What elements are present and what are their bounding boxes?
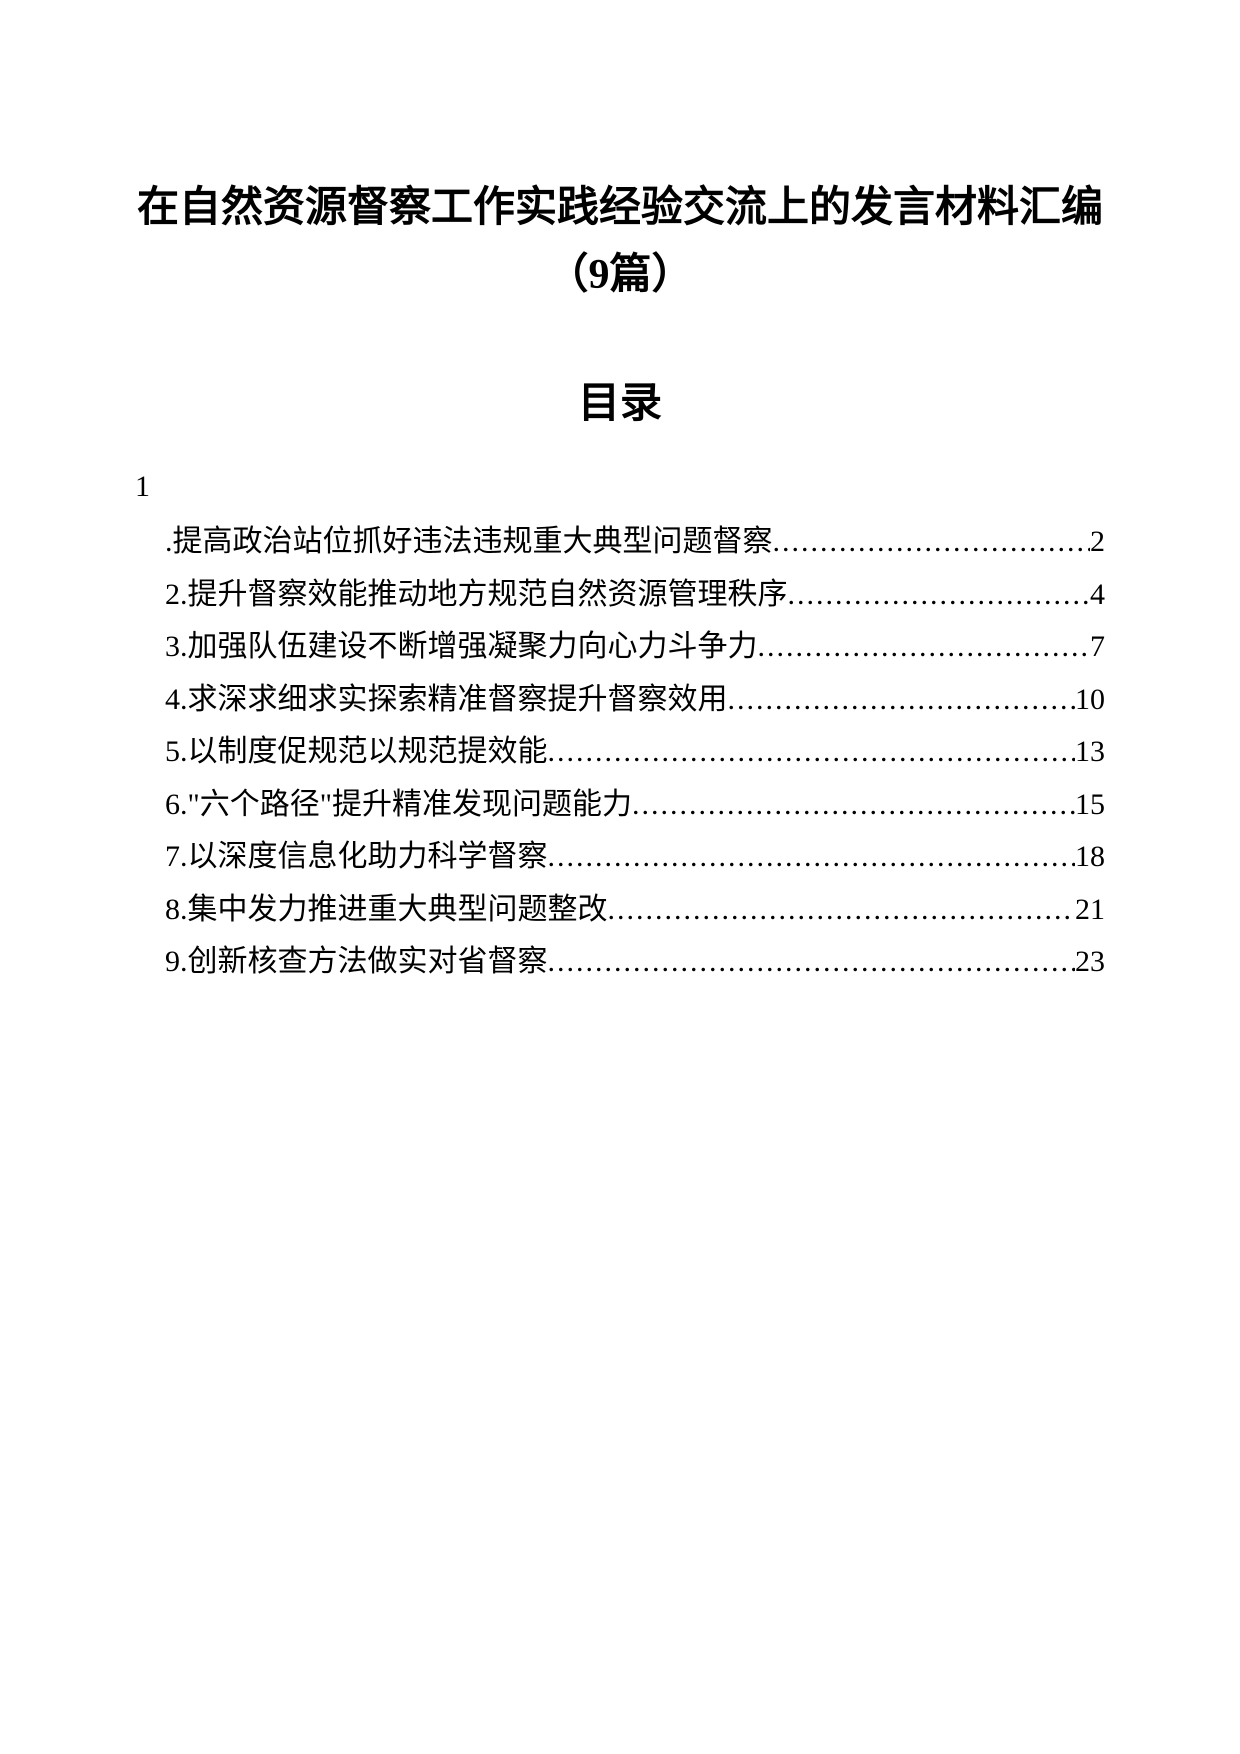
toc-item-label: 6."六个路径"提升精准发现问题能力 (165, 779, 632, 832)
toc-item-label: 2.提升督察效能推动地方规范自然资源管理秩序 (165, 569, 788, 622)
toc-dots (548, 936, 1076, 989)
toc-item-page: 13 (1075, 726, 1105, 779)
main-title: 在自然资源督察工作实践经验交流上的发言材料汇编（9篇） (115, 175, 1125, 309)
toc-item-page: 10 (1075, 674, 1105, 727)
toc-item: 2.提升督察效能推动地方规范自然资源管理秩序 4 (135, 569, 1105, 622)
toc-item: 6."六个路径"提升精准发现问题能力 15 (135, 779, 1105, 832)
toc-item-label: 5.以制度促规范以规范提效能 (165, 726, 548, 779)
toc-item-label: 4.求深求细求实探索精准督察提升督察效用 (165, 674, 728, 727)
toc-item-label: 9.创新核查方法做实对省督察 (165, 936, 548, 989)
toc-item-page: 7 (1090, 621, 1105, 674)
document-page: 在自然资源督察工作实践经验交流上的发言材料汇编（9篇） 目录 1 .提高政治站位… (0, 0, 1240, 989)
toc-item-label: .提高政治站位抓好违法违规重大典型问题督察 (165, 516, 773, 569)
toc-item-page: 4 (1090, 569, 1105, 622)
toc-dots (608, 884, 1076, 937)
toc-item-page: 23 (1075, 936, 1105, 989)
toc-container: 1 .提高政治站位抓好违法违规重大典型问题督察22.提升督察效能推动地方规范自然… (115, 470, 1125, 989)
toc-item: 7.以深度信息化助力科学督察 18 (135, 831, 1105, 884)
toc-dots (758, 621, 1091, 674)
toc-item-page: 18 (1075, 831, 1105, 884)
toc-item: 4.求深求细求实探索精准督察提升督察效用 10 (135, 674, 1105, 727)
leading-number: 1 (135, 470, 1105, 504)
toc-item: 5.以制度促规范以规范提效能 13 (135, 726, 1105, 779)
toc-item: 3.加强队伍建设不断增强凝聚力向心力斗争力 7 (135, 621, 1105, 674)
toc-dots (728, 674, 1076, 727)
toc-entries: .提高政治站位抓好违法违规重大典型问题督察22.提升督察效能推动地方规范自然资源… (135, 516, 1105, 989)
toc-dots (548, 831, 1076, 884)
toc-item-page: 15 (1075, 779, 1105, 832)
toc-item-page: 21 (1075, 884, 1105, 937)
toc-dots (773, 516, 1091, 569)
toc-item-page: 2 (1090, 516, 1105, 569)
toc-dots (548, 726, 1076, 779)
toc-item-label: 8.集中发力推进重大典型问题整改 (165, 884, 608, 937)
toc-item: .提高政治站位抓好违法违规重大典型问题督察 2 (135, 516, 1105, 569)
toc-title: 目录 (115, 369, 1125, 430)
toc-dots (788, 569, 1091, 622)
toc-item-label: 7.以深度信息化助力科学督察 (165, 831, 548, 884)
toc-item-label: 3.加强队伍建设不断增强凝聚力向心力斗争力 (165, 621, 758, 674)
toc-item: 8.集中发力推进重大典型问题整改 21 (135, 884, 1105, 937)
toc-item: 9.创新核查方法做实对省督察 23 (135, 936, 1105, 989)
toc-dots (632, 779, 1075, 832)
